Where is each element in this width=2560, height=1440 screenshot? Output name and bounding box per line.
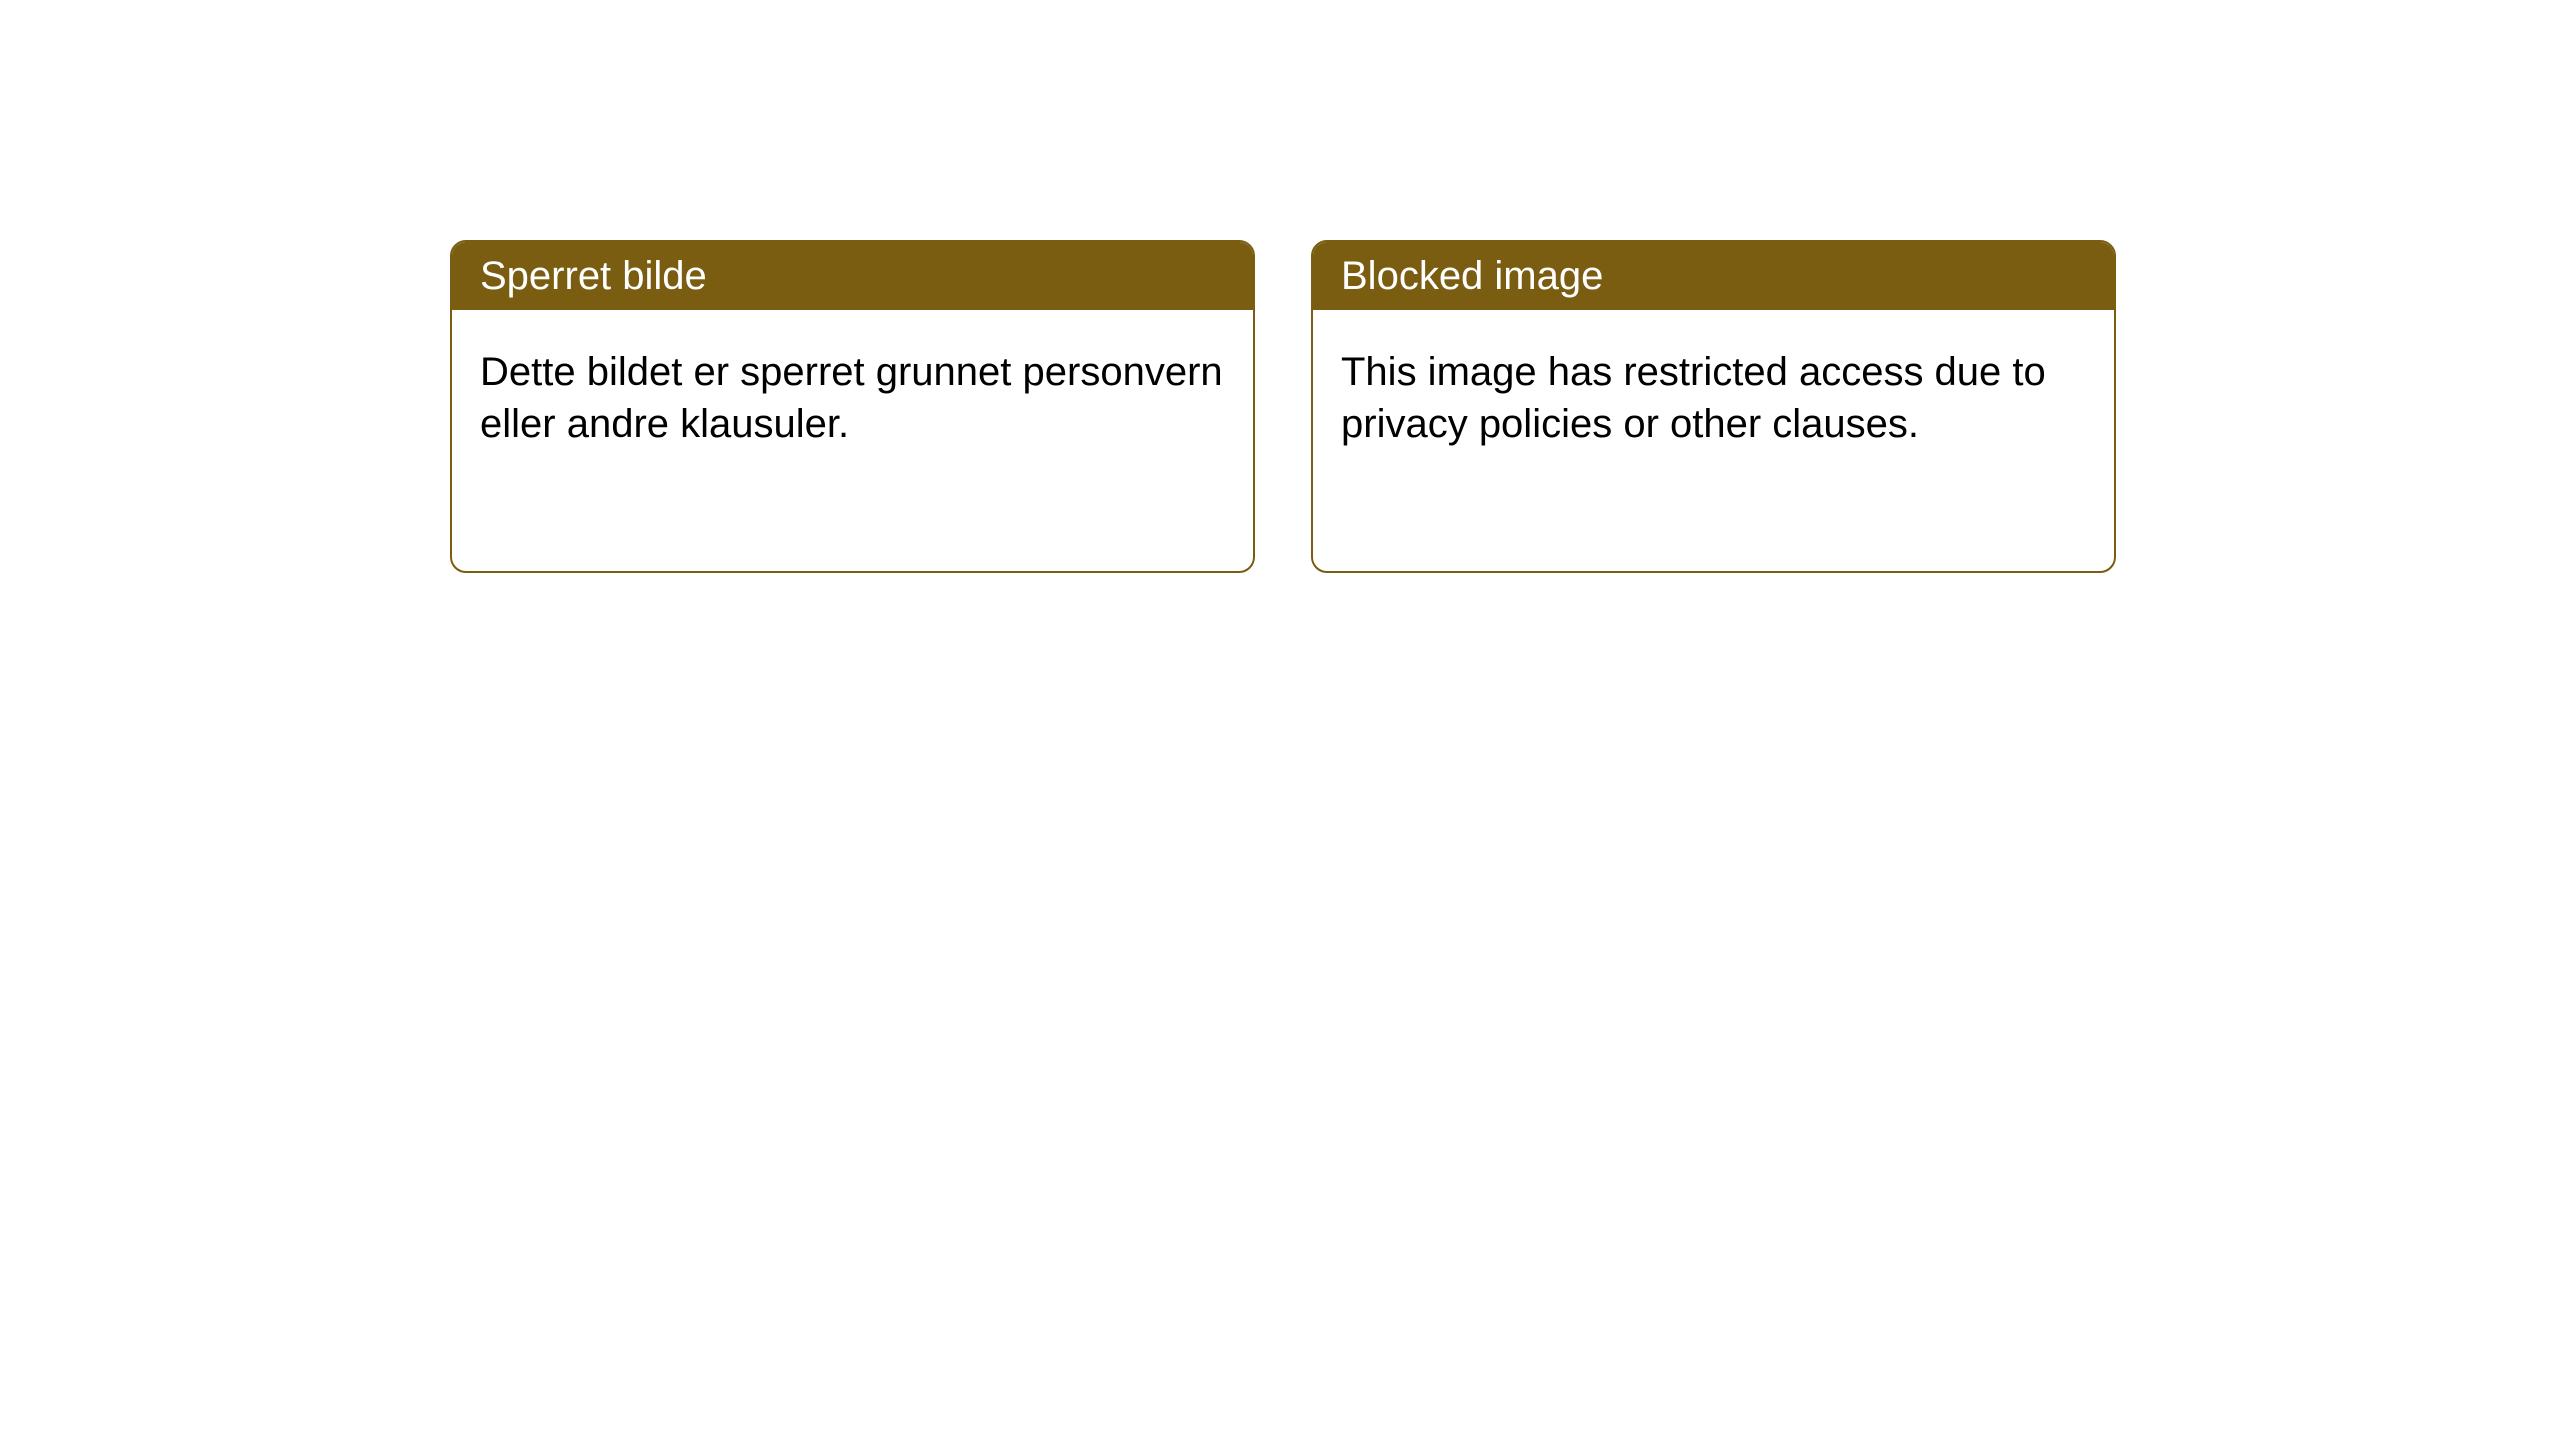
notice-card-norwegian: Sperret bilde Dette bildet er sperret gr… bbox=[450, 240, 1255, 573]
notice-body: This image has restricted access due to … bbox=[1313, 310, 2114, 486]
notice-header: Blocked image bbox=[1313, 242, 2114, 310]
notice-body: Dette bildet er sperret grunnet personve… bbox=[452, 310, 1253, 486]
notice-card-english: Blocked image This image has restricted … bbox=[1311, 240, 2116, 573]
notice-header: Sperret bilde bbox=[452, 242, 1253, 310]
notice-container: Sperret bilde Dette bildet er sperret gr… bbox=[0, 0, 2560, 573]
